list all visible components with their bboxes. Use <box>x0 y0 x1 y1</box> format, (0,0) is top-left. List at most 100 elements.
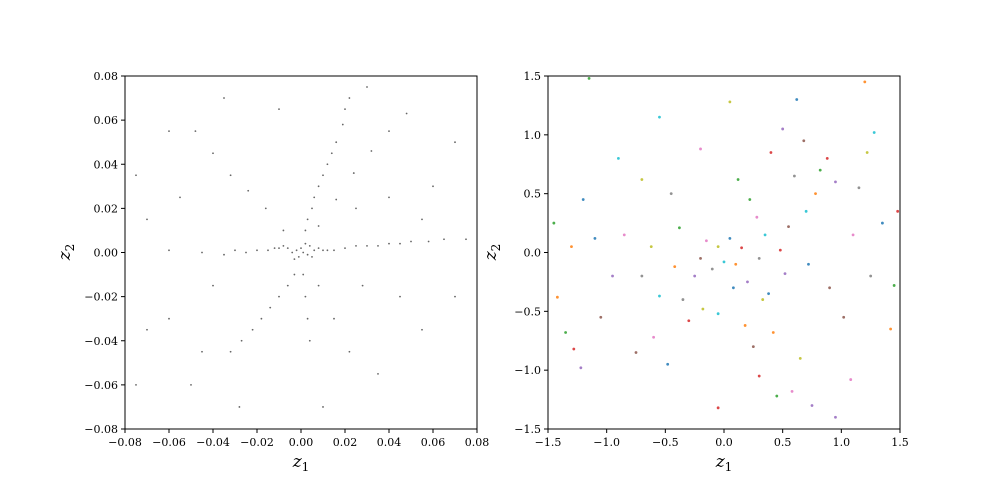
scatter-point <box>322 406 324 408</box>
scatter-point <box>212 152 214 155</box>
scatter-point <box>223 97 225 99</box>
scatter-point <box>716 245 720 249</box>
scatter-point <box>335 198 338 201</box>
scatter-point <box>388 196 390 199</box>
scatter-point <box>763 233 767 237</box>
scatter-point <box>681 298 685 301</box>
scatter-point <box>238 406 241 408</box>
x-tick-label: 0.08 <box>465 436 490 449</box>
scatter-point <box>599 315 603 319</box>
scatter-point <box>622 233 626 237</box>
x-tick-label: −0.5 <box>652 436 679 449</box>
x-tick-label: −0.04 <box>196 436 230 449</box>
scatter-point <box>722 260 726 264</box>
scatter-point <box>771 331 775 334</box>
right-y-axis-label: z2 <box>481 244 503 262</box>
x-tick-label: −1.0 <box>593 436 620 449</box>
scatter-point <box>734 262 738 266</box>
scatter-point <box>634 351 638 354</box>
scatter-point <box>769 151 773 154</box>
scatter-point <box>834 415 837 419</box>
scatter-point <box>693 274 697 278</box>
scatter-point <box>245 251 247 254</box>
scatter-point <box>872 131 876 134</box>
scatter-point <box>834 180 837 184</box>
scatter-point <box>728 100 732 104</box>
scatter-point <box>465 238 467 241</box>
scatter-point <box>807 262 810 266</box>
scatter-point <box>778 248 782 252</box>
scatter-point <box>443 238 445 241</box>
scatter-point <box>304 242 307 245</box>
scatter-point <box>454 141 456 144</box>
scatter-point <box>223 253 225 256</box>
scatter-point <box>757 256 761 260</box>
scatter-point <box>260 317 263 320</box>
scatter-point <box>264 207 267 210</box>
scatter-point <box>705 239 708 243</box>
scatter-point <box>405 112 408 115</box>
scatter-point <box>761 298 765 301</box>
scatter-point <box>278 295 280 298</box>
scatter-point <box>649 245 653 249</box>
y-tick-label: 1.0 <box>524 129 542 142</box>
scatter-point <box>300 247 302 249</box>
scatter-point <box>293 273 296 276</box>
scatter-point <box>678 226 681 230</box>
scatter-point <box>168 249 170 252</box>
scatter-point <box>669 192 673 196</box>
scatter-point <box>652 335 655 339</box>
scatter-point <box>201 350 203 353</box>
scatter-point <box>640 178 644 181</box>
scatter-point <box>743 324 747 327</box>
scatter-point <box>746 280 749 284</box>
scatter-point <box>190 383 192 386</box>
scatter-point <box>308 244 311 247</box>
left-y-ticks: −0.08 −0.06 −0.04 −0.02 0.00 0.02 0.04 0.06 0.08 <box>84 70 125 436</box>
scatter-point <box>804 209 808 213</box>
scatter-point <box>194 130 197 133</box>
right-y-ticks: −1.5 −1.0 −0.5 0.0 0.5 1.0 1.5 <box>514 70 548 436</box>
scatter-point <box>306 218 309 221</box>
x-tick-label: 0.02 <box>333 436 358 449</box>
scatter-point <box>135 174 137 177</box>
left-y-axis-label: z2 <box>55 244 77 262</box>
scatter-point <box>593 236 597 240</box>
scatter-point <box>701 307 705 311</box>
scatter-point <box>710 267 714 271</box>
scatter-point <box>775 394 779 398</box>
scatter-point <box>388 130 390 133</box>
scatter-point <box>687 319 691 323</box>
scatter-point <box>740 246 743 250</box>
scatter-point <box>716 312 720 316</box>
scatter-point <box>333 249 335 252</box>
scatter-point <box>781 127 785 131</box>
scatter-point <box>326 249 329 252</box>
scatter-point <box>240 339 243 342</box>
scatter-point <box>311 207 313 210</box>
scatter-point <box>273 247 276 249</box>
scatter-point <box>317 247 320 249</box>
scatter-point <box>229 350 232 353</box>
y-tick-label: 0.5 <box>524 188 542 201</box>
scatter-point <box>286 284 289 287</box>
x-tick-label: 0.00 <box>289 436 314 449</box>
y-tick-label: −1.0 <box>514 364 541 377</box>
y-tick-label: −0.02 <box>84 291 118 304</box>
scatter-point <box>818 168 822 172</box>
scatter-point <box>399 242 401 245</box>
scatter-point <box>278 247 280 249</box>
x-tick-label: −1.5 <box>535 436 562 449</box>
scatter-point <box>355 207 357 210</box>
scatter-point <box>881 221 884 225</box>
scatter-point <box>304 229 307 232</box>
scatter-point <box>366 86 368 88</box>
scatter-point <box>798 357 802 360</box>
scatter-point <box>863 80 867 84</box>
left-scatter-points <box>135 86 467 408</box>
x-tick-label: −0.06 <box>152 436 186 449</box>
scatter-point <box>427 240 430 243</box>
scatter-point <box>581 198 585 201</box>
scatter-point <box>352 172 355 174</box>
